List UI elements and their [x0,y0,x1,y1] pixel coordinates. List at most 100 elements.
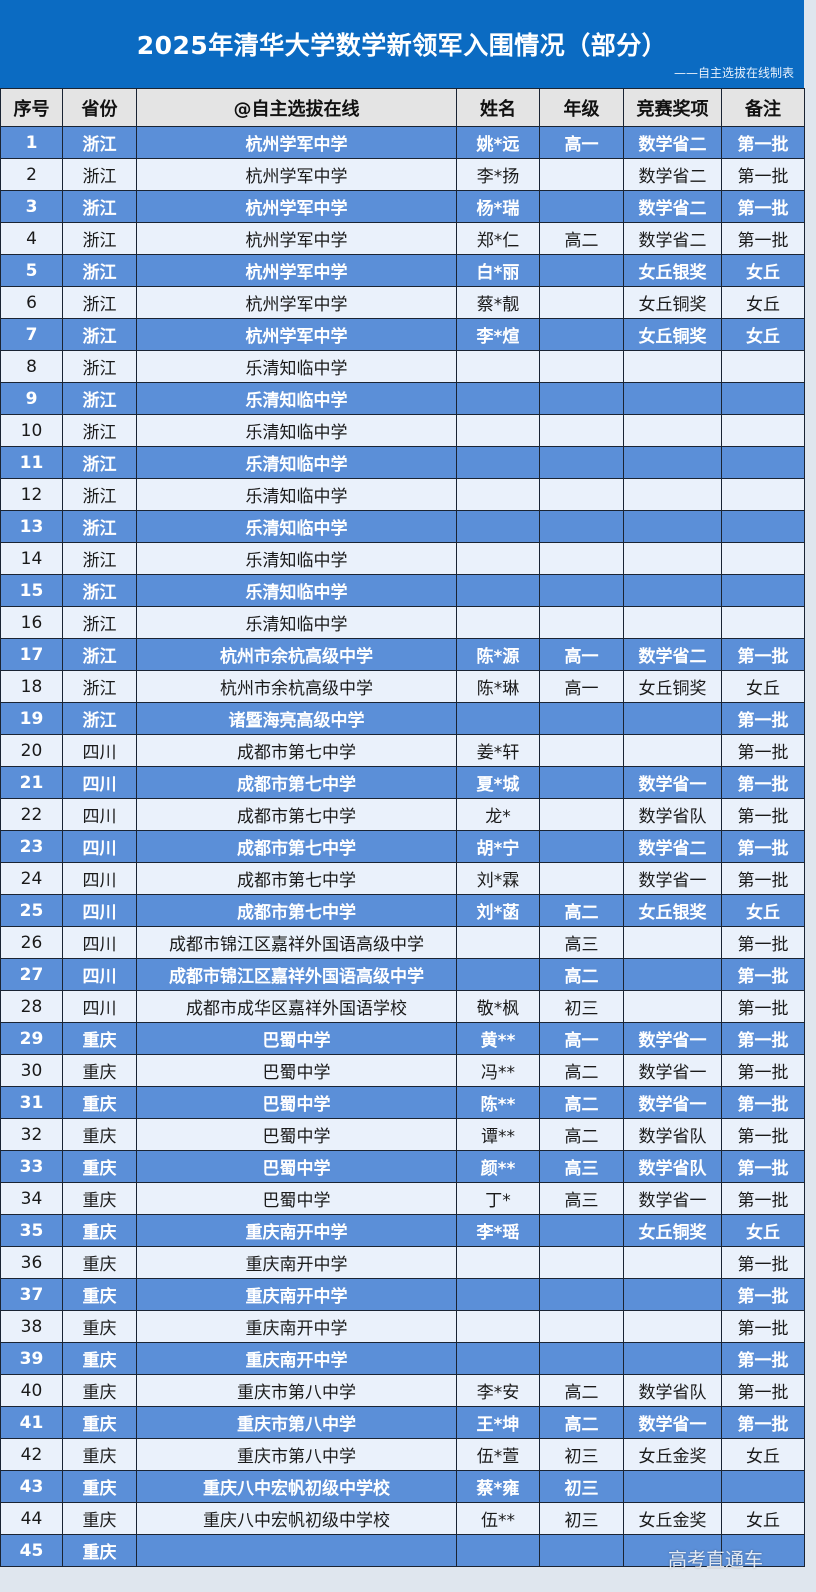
cell-award: 数学省一 [623,1022,722,1055]
cell-school: 杭州学军中学 [136,286,457,319]
page-title: 2025年清华大学数学新领军入围情况（部分） [136,31,668,60]
cell-grade [539,830,624,863]
cell-note: 第一批 [721,990,805,1023]
cell-index: 22 [0,798,63,831]
cell-province: 重庆 [62,1022,137,1055]
table-row: 24 四川 成都市第七中学 刘*霖 数学省一 第一批 [0,862,805,895]
cell-grade [539,702,624,735]
cell-index: 41 [0,1406,63,1439]
cell-name: 刘*霖 [456,862,540,895]
cell-name [456,1310,540,1343]
cell-grade: 高三 [539,926,624,959]
cell-award [623,926,722,959]
cell-province: 重庆 [62,1502,137,1535]
cell-award: 数学省二 [623,158,722,191]
cell-name [456,926,540,959]
column-header-note: 备注 [721,88,805,127]
cell-index: 35 [0,1214,63,1247]
table-row: 1 浙江 杭州学军中学 姚*远 高一 数学省二 第一批 [0,126,805,159]
cell-grade: 高一 [539,670,624,703]
cell-school: 杭州学军中学 [136,158,457,191]
cell-award: 数学省一 [623,1182,722,1215]
subtitle: ——自主选拔在线制表 [673,66,794,80]
cell-name: 蔡*雍 [456,1470,540,1503]
cell-grade [539,350,624,383]
cell-index: 26 [0,926,63,959]
cell-note: 第一批 [721,1150,805,1183]
cell-award: 数学省一 [623,1406,722,1439]
cell-name: 伍*萱 [456,1438,540,1471]
cell-province: 重庆 [62,1342,137,1375]
cell-award [623,542,722,575]
cell-note: 第一批 [721,1278,805,1311]
cell-name [456,382,540,415]
cell-note: 第一批 [721,1342,805,1375]
cell-school: 杭州市余杭高级中学 [136,638,457,671]
cell-province: 四川 [62,766,137,799]
column-header-school: @自主选拔在线 [136,88,457,127]
cell-note [721,1470,805,1503]
column-header-grade: 年级 [539,88,624,127]
cell-award: 数学省一 [623,1086,722,1119]
cell-grade [539,254,624,287]
cell-school: 巴蜀中学 [136,1022,457,1055]
table-row: 6 浙江 杭州学军中学 蔡*靓 女丘铜奖 女丘 [0,286,805,319]
cell-award: 数学省一 [623,766,722,799]
results-table: 序号 省份 @自主选拔在线 姓名 年级 竞赛奖项 备注 1 浙江 杭州学军中学 姚*远 高一 数学省二… [0,88,805,1567]
cell-index: 30 [0,1054,63,1087]
cell-school: 巴蜀中学 [136,1118,457,1151]
cell-index: 45 [0,1534,63,1567]
cell-school: 杭州学军中学 [136,126,457,159]
cell-grade: 高二 [539,1054,624,1087]
cell-name: 冯** [456,1054,540,1087]
cell-note [721,574,805,607]
cell-school: 重庆南开中学 [136,1246,457,1279]
cell-name [456,1246,540,1279]
cell-school: 乐清知临中学 [136,478,457,511]
table-row: 33 重庆 巴蜀中学 颜** 高三 数学省队 第一批 [0,1150,805,1183]
cell-school: 成都市第七中学 [136,798,457,831]
cell-school: 乐清知临中学 [136,446,457,479]
cell-name: 胡*宁 [456,830,540,863]
cell-name: 郑*仁 [456,222,540,255]
cell-index: 20 [0,734,63,767]
cell-index: 37 [0,1278,63,1311]
cell-grade: 高一 [539,638,624,671]
cell-school: 成都市第七中学 [136,862,457,895]
cell-note: 女丘 [721,1438,805,1471]
cell-province: 四川 [62,830,137,863]
column-header-index: 序号 [0,88,63,127]
cell-name: 敬*枫 [456,990,540,1023]
cell-name: 杨*瑞 [456,190,540,223]
cell-school: 乐清知临中学 [136,606,457,639]
table-header-row: 序号 省份 @自主选拔在线 姓名 年级 竞赛奖项 备注 [0,88,805,127]
cell-school: 重庆八中宏帆初级中学校 [136,1470,457,1503]
table-row: 38 重庆 重庆南开中学 第一批 [0,1310,805,1343]
cell-school: 乐清知临中学 [136,382,457,415]
cell-school: 杭州学军中学 [136,318,457,351]
cell-grade [539,414,624,447]
cell-school: 乐清知临中学 [136,574,457,607]
cell-school: 巴蜀中学 [136,1182,457,1215]
cell-index: 3 [0,190,63,223]
cell-award: 数学省二 [623,638,722,671]
cell-school: 重庆市第八中学 [136,1374,457,1407]
cell-name: 黄** [456,1022,540,1055]
cell-note: 第一批 [721,638,805,671]
cell-award: 女丘铜奖 [623,286,722,319]
cell-school: 成都市成华区嘉祥外国语学校 [136,990,457,1023]
cell-name: 刘*菡 [456,894,540,927]
cell-grade: 初三 [539,1470,624,1503]
cell-grade [539,1534,624,1567]
cell-note: 第一批 [721,734,805,767]
cell-note: 第一批 [721,798,805,831]
cell-school: 巴蜀中学 [136,1086,457,1119]
cell-award [623,1246,722,1279]
cell-note: 第一批 [721,222,805,255]
cell-province: 重庆 [62,1182,137,1215]
column-header-award: 竞赛奖项 [623,88,722,127]
cell-school [136,1534,457,1567]
cell-school: 成都市第七中学 [136,766,457,799]
table-row: 21 四川 成都市第七中学 夏*城 数学省一 第一批 [0,766,805,799]
cell-award [623,574,722,607]
